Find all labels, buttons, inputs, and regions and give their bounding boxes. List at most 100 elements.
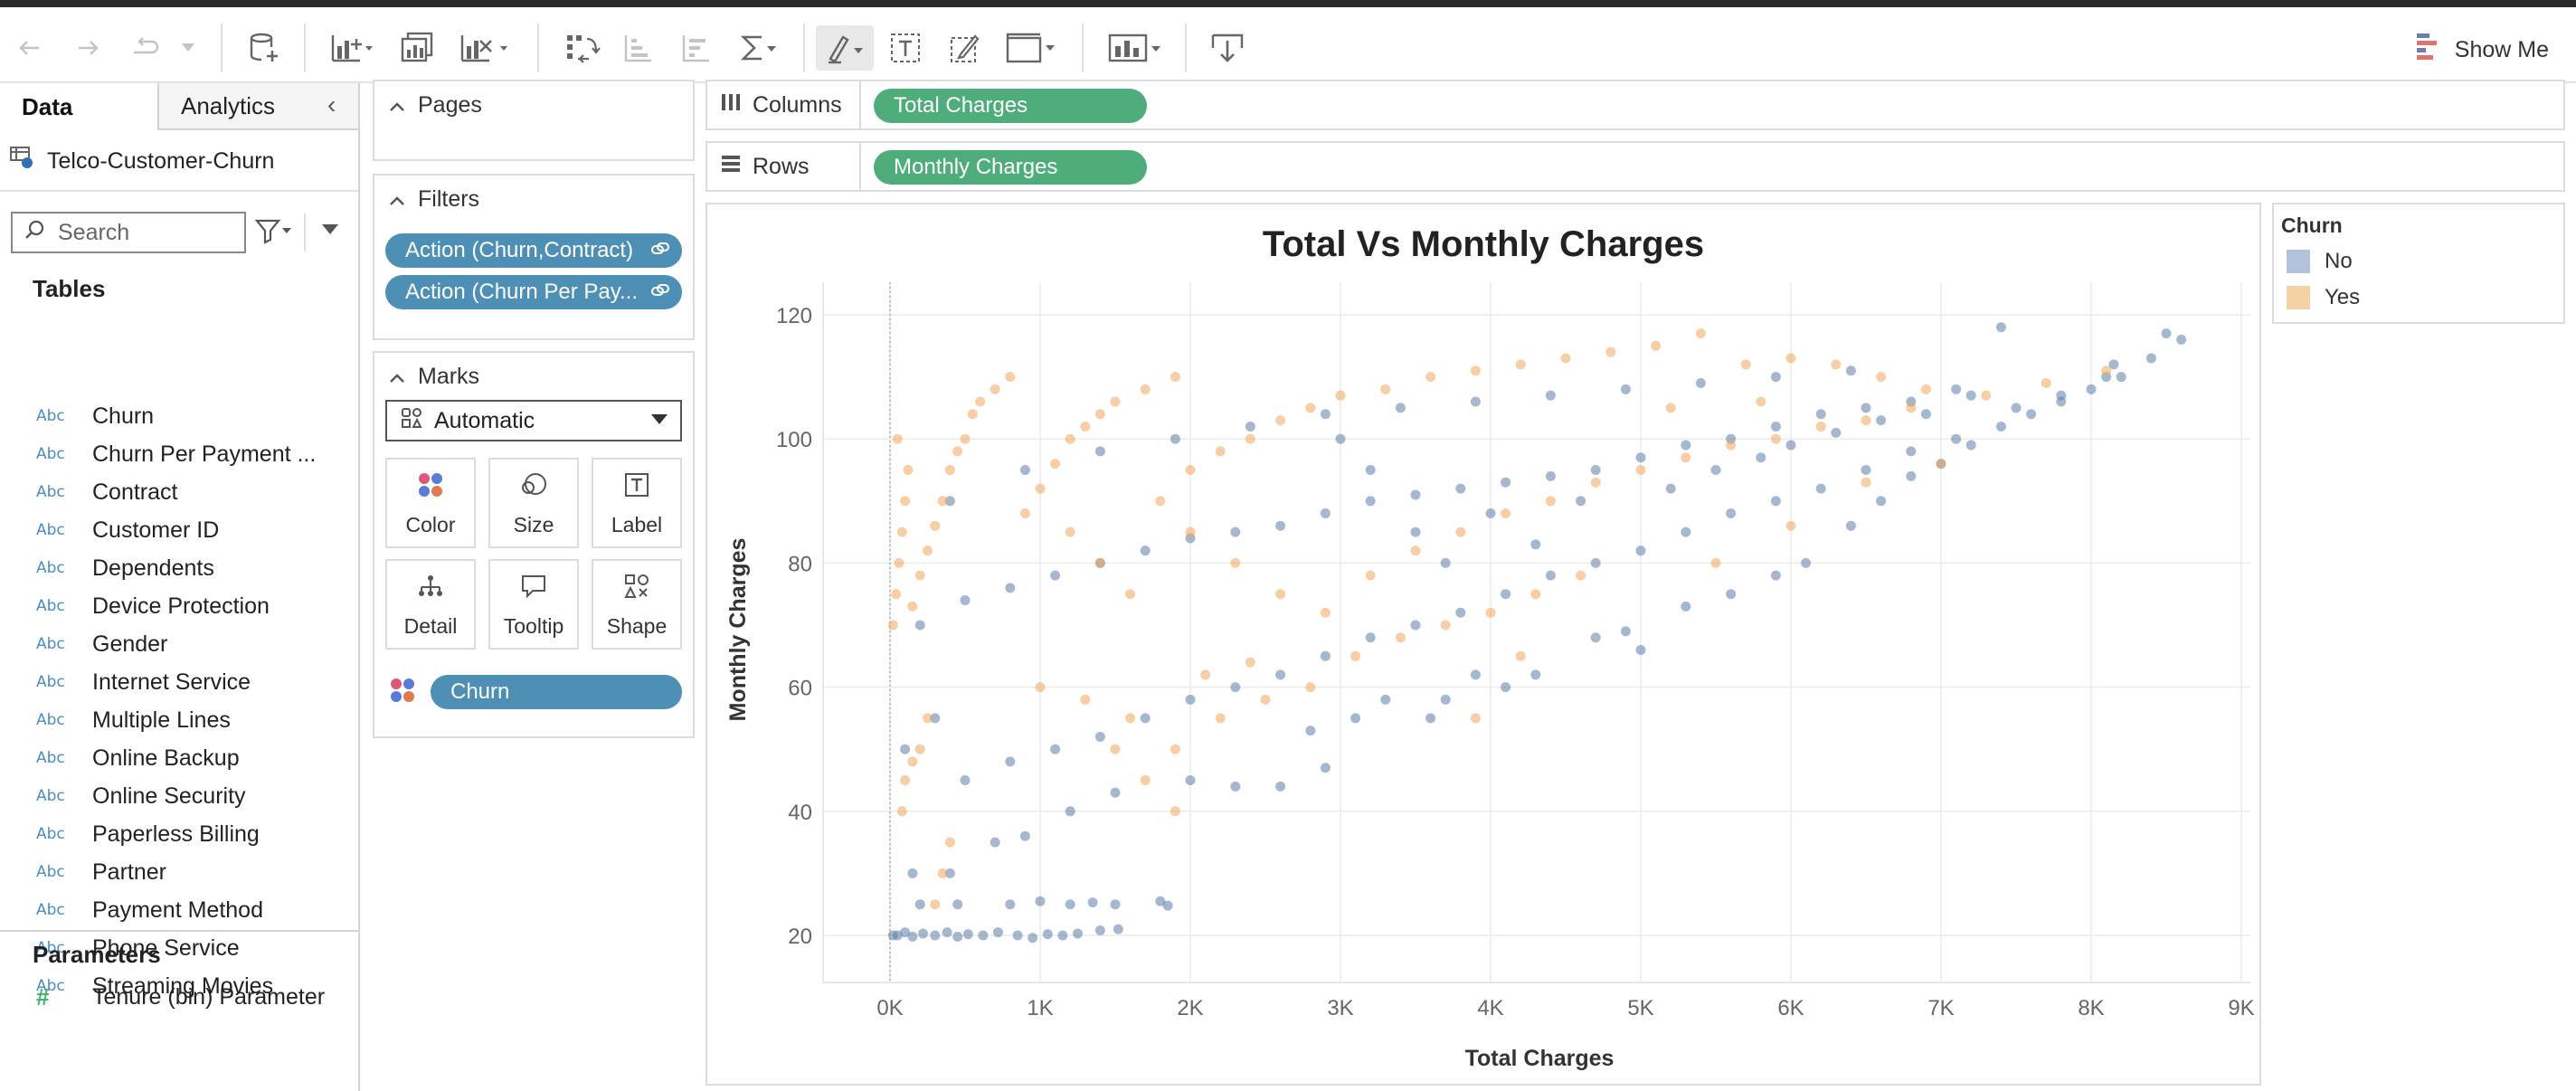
detail-icon bbox=[416, 573, 445, 605]
field-label: Internet Service bbox=[92, 669, 251, 695]
show-me-button[interactable]: Show Me bbox=[2415, 27, 2549, 72]
duplicate-sheet-icon[interactable] bbox=[396, 25, 440, 71]
show-cards-icon[interactable] bbox=[1103, 25, 1167, 71]
scatter-point-yes bbox=[944, 837, 955, 848]
detail-button[interactable]: Detail bbox=[385, 559, 476, 650]
scatter-point-yes bbox=[894, 557, 904, 568]
color-field-pill[interactable]: Churn bbox=[431, 675, 682, 709]
scatter-point-no bbox=[1576, 496, 1586, 507]
filter-pill-churn-per-payment[interactable]: Action (Churn Per Pay... bbox=[385, 275, 682, 309]
field-item[interactable]: Abc Paperless Billing bbox=[36, 816, 260, 852]
scatter-point-yes bbox=[1740, 359, 1751, 370]
mark-type-dropdown[interactable]: Automatic bbox=[385, 400, 682, 441]
new-data-source-icon[interactable] bbox=[242, 25, 286, 71]
search-input[interactable]: Search bbox=[11, 212, 246, 253]
rows-pill-monthly-charges[interactable]: Monthly Charges bbox=[874, 150, 1147, 185]
tooltip-button[interactable]: Tooltip bbox=[488, 559, 579, 650]
field-item[interactable]: Abc Gender bbox=[36, 626, 167, 662]
scatter-point-yes bbox=[1140, 775, 1151, 785]
string-type-icon: Abc bbox=[36, 407, 65, 425]
legend-swatch-no bbox=[2287, 250, 2310, 273]
field-item[interactable]: Abc Partner bbox=[36, 854, 166, 890]
field-item[interactable]: Abc Internet Service bbox=[36, 664, 251, 700]
format-workbook-icon[interactable] bbox=[946, 25, 984, 71]
field-item[interactable]: Abc Dependents bbox=[36, 550, 214, 586]
scatter-point-yes bbox=[967, 409, 978, 420]
tab-analytics[interactable]: Analytics bbox=[157, 83, 358, 130]
field-item[interactable]: Abc Online Security bbox=[36, 778, 246, 814]
legend-item-no[interactable]: No bbox=[2287, 246, 2353, 277]
field-item[interactable]: Abc Streaming Movies bbox=[36, 968, 273, 1004]
field-label: Contract bbox=[92, 479, 178, 505]
field-item[interactable]: Abc Device Protection bbox=[36, 588, 270, 624]
scatter-point-no bbox=[1861, 465, 1871, 475]
field-item[interactable]: Abc Payment Method bbox=[36, 892, 263, 928]
highlight-pen-icon[interactable] bbox=[816, 25, 874, 71]
totals-sigma-icon[interactable] bbox=[734, 25, 781, 71]
parameter-item[interactable]: # Tenure (bin) Parameter bbox=[36, 979, 325, 1015]
label-button[interactable]: Label bbox=[592, 458, 682, 548]
replay-dropdown-icon[interactable] bbox=[177, 25, 199, 71]
scatter-point-no bbox=[1995, 322, 2006, 333]
collapse-pane-icon[interactable]: ‹ bbox=[327, 90, 336, 119]
string-type-icon: Abc bbox=[36, 901, 65, 919]
scatter-point-no bbox=[1230, 527, 1241, 537]
columns-pill-total-charges[interactable]: Total Charges bbox=[874, 89, 1147, 123]
tooltip-label: Tooltip bbox=[503, 614, 564, 638]
sort-ascending-icon[interactable] bbox=[619, 25, 657, 71]
rows-shelf[interactable]: Rows Monthly Charges bbox=[706, 141, 2565, 192]
pages-card-header[interactable]: Pages bbox=[389, 92, 482, 119]
color-button[interactable]: Color bbox=[385, 458, 476, 548]
field-item[interactable]: Abc Churn Per Payment ... bbox=[36, 436, 316, 472]
filter-fields-icon[interactable] bbox=[254, 217, 293, 251]
download-icon[interactable] bbox=[1207, 25, 1248, 71]
columns-shelf[interactable]: Columns Total Charges bbox=[706, 80, 2565, 130]
tab-data[interactable]: Data bbox=[0, 83, 157, 130]
scatter-point-yes bbox=[1275, 415, 1286, 426]
filters-card-header[interactable]: Filters bbox=[389, 186, 479, 213]
field-item[interactable]: Abc Online Backup bbox=[36, 740, 240, 776]
scatter-point-no bbox=[1906, 446, 1917, 457]
scatter-point-no bbox=[2145, 353, 2156, 364]
pane-menu-icon[interactable] bbox=[322, 217, 340, 241]
swap-rows-columns-icon[interactable] bbox=[561, 25, 604, 71]
marks-title: Marks bbox=[418, 364, 480, 389]
field-item[interactable]: Abc Churn bbox=[36, 398, 154, 434]
size-button[interactable]: Size bbox=[488, 458, 579, 548]
scatter-point-yes bbox=[903, 465, 914, 475]
scatter-point-yes bbox=[1215, 713, 1226, 724]
scatter-point-yes bbox=[1050, 459, 1061, 470]
string-type-icon: Abc bbox=[36, 521, 65, 539]
scatter-point-no bbox=[944, 868, 955, 878]
scatter-point-yes bbox=[975, 396, 986, 407]
datasource-item[interactable]: Telco-Customer-Churn bbox=[9, 143, 274, 179]
field-item[interactable]: Abc Multiple Lines bbox=[36, 702, 231, 738]
filters-card: Filters Action (Churn,Contract) Action (… bbox=[373, 174, 695, 340]
string-type-icon: Abc bbox=[36, 483, 65, 501]
field-label: Partner bbox=[92, 859, 166, 885]
marks-card-header[interactable]: Marks bbox=[389, 364, 479, 390]
scatter-point-no bbox=[1019, 830, 1030, 841]
field-item[interactable]: Abc Contract bbox=[36, 474, 177, 510]
field-item[interactable]: Abc Phone Service bbox=[36, 930, 240, 966]
window-top-strip bbox=[0, 0, 2576, 7]
scatter-point-no bbox=[1057, 930, 1068, 941]
scatter-point-no bbox=[1710, 465, 1721, 475]
fit-view-icon[interactable] bbox=[1002, 25, 1060, 71]
shape-button[interactable]: Shape bbox=[592, 559, 682, 650]
new-worksheet-icon[interactable] bbox=[327, 25, 376, 71]
sort-descending-icon[interactable] bbox=[677, 25, 715, 71]
scatter-point-yes bbox=[1770, 433, 1781, 444]
legend-item-yes[interactable]: Yes bbox=[2287, 282, 2360, 313]
filter-pill-churn-contract[interactable]: Action (Churn,Contract) bbox=[385, 233, 682, 268]
undo-icon[interactable] bbox=[11, 25, 47, 71]
clear-sheet-icon[interactable] bbox=[458, 25, 514, 71]
detail-label: Detail bbox=[403, 614, 458, 638]
show-labels-icon[interactable] bbox=[886, 25, 924, 71]
field-item[interactable]: Abc Customer ID bbox=[36, 512, 219, 548]
scatter-point-no bbox=[978, 930, 989, 941]
replay-icon[interactable] bbox=[127, 25, 166, 71]
scatter-point-no bbox=[1170, 433, 1180, 444]
redo-icon[interactable] bbox=[71, 25, 107, 71]
